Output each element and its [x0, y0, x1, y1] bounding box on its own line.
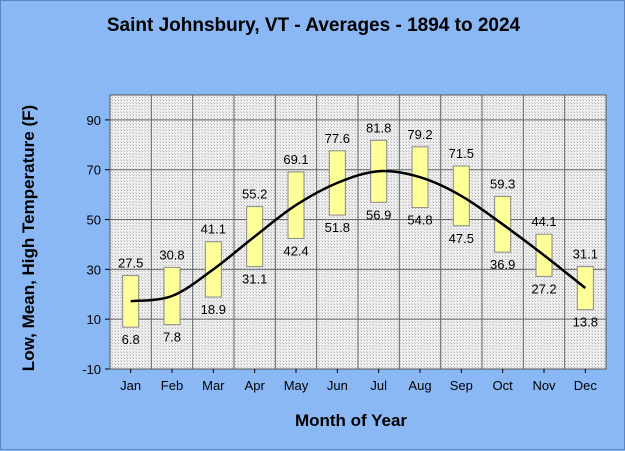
high-value-label: 31.1	[573, 247, 598, 262]
x-tick-label: May	[284, 378, 309, 393]
x-tick-label: Oct	[493, 378, 514, 393]
low-value-label: 54.8	[407, 213, 432, 228]
low-value-label: 6.8	[122, 332, 140, 347]
y-tick-label: 70	[87, 163, 101, 178]
mean-line	[130, 169, 587, 303]
low-value-label: 42.4	[283, 243, 308, 258]
x-tick-label: Aug	[408, 378, 431, 393]
range-bar	[576, 266, 594, 311]
x-tick-label: Apr	[245, 378, 266, 393]
low-value-label: 47.5	[449, 231, 474, 246]
high-value-label: 59.3	[490, 176, 515, 191]
y-tick-label: 30	[87, 262, 101, 277]
high-value-label: 79.2	[407, 127, 432, 142]
high-value-label: 81.8	[366, 120, 391, 135]
x-tick-label: Jan	[120, 378, 141, 393]
y-tick-label: 10	[87, 312, 101, 327]
x-tick-label: Jun	[327, 378, 348, 393]
low-value-label: 18.9	[201, 302, 226, 317]
low-value-label: 13.8	[573, 315, 598, 330]
y-tick-label: 50	[87, 213, 101, 228]
low-value-label: 56.9	[366, 207, 391, 222]
high-value-label: 27.5	[118, 256, 143, 271]
x-axis-label: Month of Year	[294, 411, 408, 430]
high-value-label: 55.2	[242, 187, 267, 202]
y-tick-label: 90	[87, 113, 101, 128]
low-value-label: 36.9	[490, 257, 515, 272]
x-tick-label: Jul	[370, 378, 387, 393]
chart-title: Saint Johnsbury, VT - Averages - 1894 to…	[106, 15, 521, 36]
high-value-label: 77.6	[325, 131, 350, 146]
x-tick-label: Mar	[202, 378, 225, 393]
high-value-label: 69.1	[283, 152, 308, 167]
high-value-label: 30.8	[159, 247, 184, 262]
x-tick-label: Sep	[450, 378, 473, 393]
x-tick-label: Feb	[161, 378, 183, 393]
low-value-label: 51.8	[325, 220, 350, 235]
low-value-label: 31.1	[242, 272, 267, 287]
low-value-label: 27.2	[531, 281, 556, 296]
y-tick-label: -10	[82, 362, 101, 377]
plot-border	[109, 94, 607, 370]
x-tick-label: Nov	[532, 378, 556, 393]
low-value-label: 7.8	[163, 330, 181, 345]
high-value-label: 44.1	[531, 214, 556, 229]
x-tick-label: Dec	[574, 378, 598, 393]
high-value-label: 41.1	[201, 222, 226, 237]
high-value-label: 71.5	[449, 146, 474, 161]
